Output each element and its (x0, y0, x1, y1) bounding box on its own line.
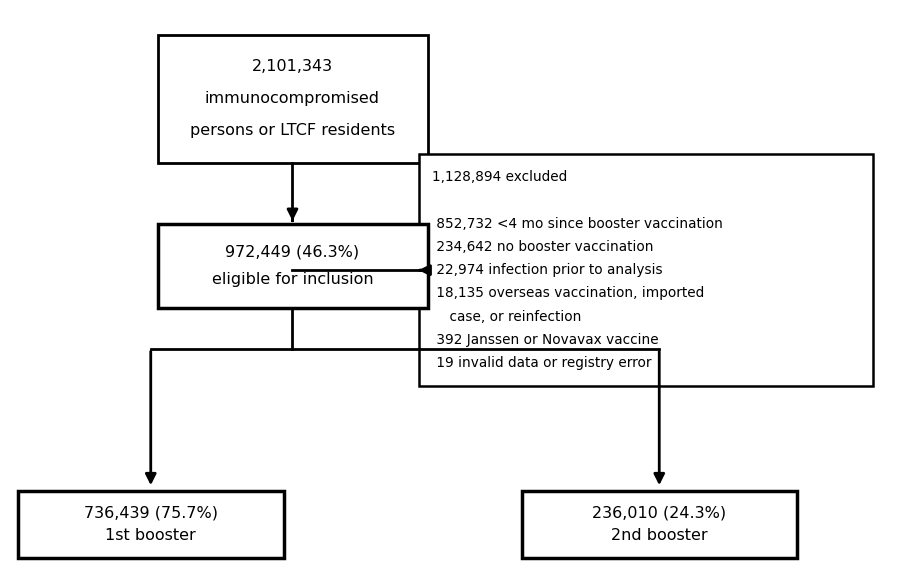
Text: immunocompromised: immunocompromised (205, 91, 380, 106)
Text: eligible for inclusion: eligible for inclusion (212, 272, 374, 288)
Text: 392 Janssen or Novavax vaccine: 392 Janssen or Novavax vaccine (432, 333, 659, 347)
Text: 236,010 (24.3%): 236,010 (24.3%) (592, 505, 726, 521)
FancyBboxPatch shape (522, 491, 796, 558)
Text: 2nd booster: 2nd booster (611, 528, 707, 543)
FancyBboxPatch shape (418, 154, 873, 386)
FancyBboxPatch shape (18, 491, 284, 558)
Text: 18,135 overseas vaccination, imported: 18,135 overseas vaccination, imported (432, 286, 704, 300)
Text: persons or LTCF residents: persons or LTCF residents (190, 123, 395, 138)
Text: 1,128,894 excluded: 1,128,894 excluded (432, 170, 567, 184)
Text: 736,439 (75.7%): 736,439 (75.7%) (84, 505, 218, 521)
Text: case, or reinfection: case, or reinfection (432, 310, 581, 324)
FancyBboxPatch shape (158, 224, 428, 308)
Text: 852,732 <4 mo since booster vaccination: 852,732 <4 mo since booster vaccination (432, 217, 723, 231)
Text: 19 invalid data or registry error: 19 invalid data or registry error (432, 356, 652, 370)
Text: 2,101,343: 2,101,343 (252, 59, 333, 74)
Text: 22,974 infection prior to analysis: 22,974 infection prior to analysis (432, 263, 662, 277)
Text: 234,642 no booster vaccination: 234,642 no booster vaccination (432, 240, 653, 254)
FancyBboxPatch shape (158, 35, 428, 163)
Text: 1st booster: 1st booster (105, 528, 196, 543)
Text: 972,449 (46.3%): 972,449 (46.3%) (225, 244, 360, 259)
